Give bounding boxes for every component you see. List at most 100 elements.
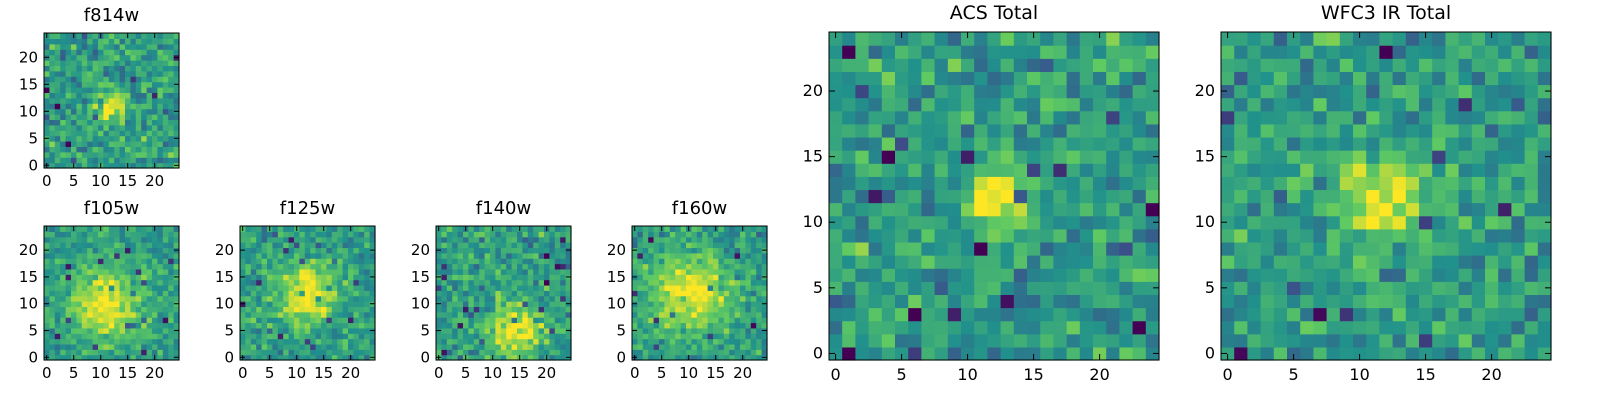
- heatmap-cell: [745, 226, 752, 232]
- heatmap-cell: [702, 263, 709, 270]
- heatmap-cell: [71, 38, 77, 45]
- heatmap-cell: [1326, 58, 1341, 72]
- heatmap-cell: [707, 349, 714, 356]
- heatmap-cell: [479, 343, 486, 350]
- heatmap-cell: [119, 119, 126, 126]
- heatmap-cell: [855, 333, 870, 348]
- heatmap-cell: [659, 268, 665, 275]
- heatmap-cell: [745, 242, 752, 249]
- heatmap-cell: [664, 242, 671, 249]
- heatmap-cell: [92, 114, 99, 120]
- heatmap-cell: [745, 306, 752, 313]
- heatmap-cell: [473, 258, 480, 265]
- heatmap-cell: [1366, 228, 1380, 243]
- heatmap-cell: [987, 189, 1002, 204]
- heatmap-cell: [152, 76, 158, 83]
- heatmap-cell: [146, 65, 153, 72]
- heatmap-cell: [554, 263, 561, 270]
- heatmap-cell: [637, 242, 644, 249]
- heatmap-cell: [331, 322, 338, 329]
- heatmap-cell: [114, 311, 121, 318]
- heatmap-cell: [261, 327, 268, 334]
- heatmap-cell: [1353, 163, 1367, 177]
- heatmap-cell: [250, 317, 257, 324]
- heatmap-cell: [506, 226, 513, 232]
- heatmap-cell: [1145, 58, 1160, 72]
- heatmap-cell: [637, 252, 644, 259]
- heatmap-cell: [1119, 45, 1134, 59]
- heatmap-cell: [457, 252, 464, 259]
- heatmap-cell: [881, 215, 896, 230]
- heatmap-cell: [342, 274, 349, 281]
- heatmap-cell: [98, 231, 104, 238]
- heatmap-cell: [511, 322, 518, 329]
- heatmap-cell: [934, 123, 949, 138]
- heatmap-cell: [60, 349, 67, 356]
- heatmap-cell: [1066, 110, 1081, 125]
- heatmap-cell: [1247, 71, 1262, 86]
- heatmap-cell: [723, 311, 730, 318]
- heatmap-cell: [718, 236, 725, 243]
- heatmap-cell: [1405, 333, 1420, 348]
- heatmap-cell: [756, 290, 763, 297]
- heatmap-cell: [60, 284, 67, 291]
- heatmap-cell: [1119, 215, 1134, 230]
- heatmap-cell: [1027, 45, 1041, 59]
- heatmap-cell: [119, 151, 126, 158]
- heatmap-cell: [538, 231, 545, 238]
- heatmap-cell: [1066, 136, 1081, 151]
- y-tick-label: 20: [1195, 81, 1215, 100]
- heatmap-cell: [1524, 136, 1539, 151]
- heatmap-cell: [669, 236, 676, 243]
- heatmap-cell: [538, 263, 545, 270]
- heatmap-cell: [511, 274, 518, 281]
- heatmap-cell: [152, 295, 158, 302]
- heatmap-cell: [565, 242, 572, 249]
- heatmap-cell: [1247, 58, 1262, 72]
- heatmap-cell: [49, 279, 56, 286]
- heatmap-cell: [729, 284, 736, 291]
- heatmap-cell: [1366, 333, 1380, 348]
- heatmap-cell: [245, 284, 252, 291]
- heatmap-cell: [71, 290, 77, 297]
- heatmap-cell: [1145, 281, 1160, 295]
- heatmap-cell: [125, 349, 131, 356]
- heatmap-cell: [745, 295, 752, 302]
- heatmap-cell: [76, 343, 83, 350]
- heatmap-cell: [1511, 255, 1526, 269]
- heatmap-cell: [707, 268, 714, 275]
- heatmap-cell: [65, 295, 72, 302]
- heatmap-cell: [495, 226, 502, 232]
- heatmap-cell: [146, 284, 153, 291]
- heatmap-cell: [648, 279, 655, 286]
- heatmap-cell: [135, 290, 142, 297]
- heatmap-cell: [1221, 346, 1235, 361]
- heatmap-cell: [321, 242, 327, 249]
- heatmap-cell: [54, 327, 61, 334]
- heatmap-cell: [680, 338, 687, 345]
- heatmap-cell: [702, 333, 709, 340]
- heatmap-cell: [479, 301, 486, 307]
- heatmap-cell: [1053, 228, 1068, 243]
- heatmap-cell: [71, 343, 77, 350]
- heatmap-cell: [648, 349, 655, 356]
- heatmap-cell: [750, 274, 757, 281]
- heatmap-cell: [565, 258, 572, 265]
- heatmap-cell: [446, 231, 453, 238]
- heatmap-cell: [452, 338, 459, 345]
- heatmap-cell: [1353, 176, 1367, 191]
- heatmap-cell: [500, 349, 507, 356]
- heatmap-cell: [1353, 84, 1367, 99]
- heatmap-cell: [1392, 71, 1407, 86]
- heatmap-cell: [326, 231, 333, 238]
- heatmap-cell: [108, 38, 115, 45]
- heatmap-cell: [130, 81, 137, 88]
- heatmap-cell: [92, 268, 99, 275]
- heatmap-cell: [441, 311, 448, 318]
- heatmap-cell: [452, 317, 459, 324]
- heatmap-cell: [729, 338, 736, 345]
- heatmap-cell: [745, 333, 752, 340]
- heatmap-cell: [1247, 32, 1262, 46]
- heatmap-cell: [842, 189, 856, 204]
- heatmap-cell: [173, 226, 180, 232]
